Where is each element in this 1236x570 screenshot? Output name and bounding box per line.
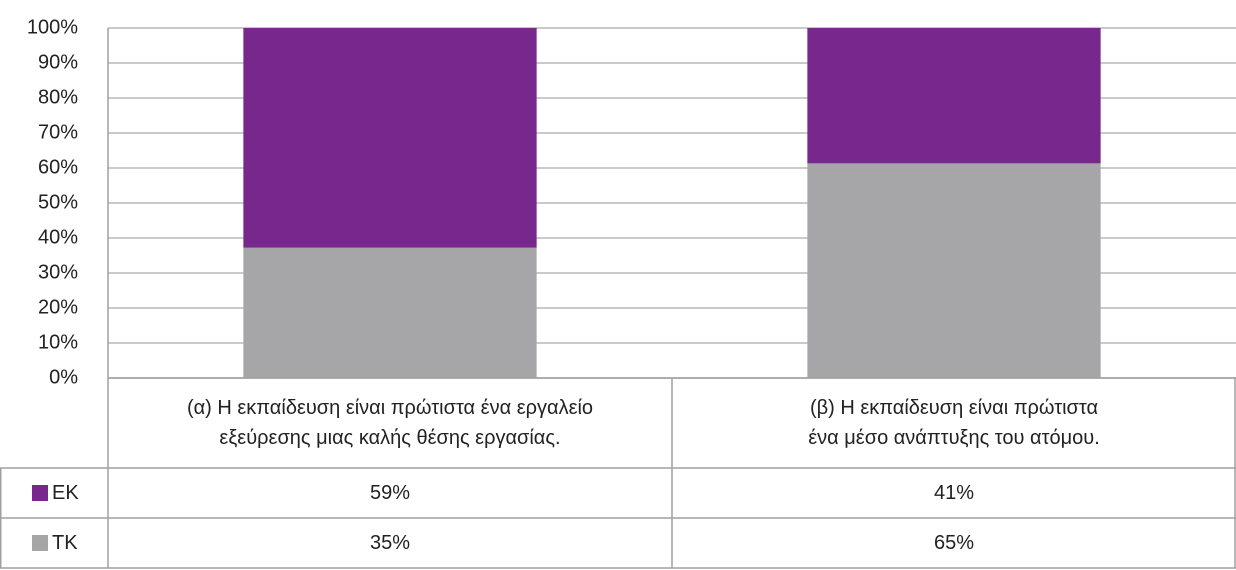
data-label: 59%	[369, 482, 411, 504]
bar-segment	[807, 163, 1101, 378]
legend-label: ΤΚ	[52, 532, 78, 554]
y-tick-label: 60%	[38, 156, 78, 178]
y-tick-label: 100%	[27, 16, 78, 38]
y-tick-label: 90%	[38, 51, 78, 73]
category-label: (β) Η εκπαίδευση είναι πρώτιστα ένα μέσο…	[808, 397, 1100, 449]
data-label: 41%	[933, 482, 975, 504]
bar-segment	[807, 28, 1101, 164]
data-label: 35%	[369, 532, 411, 554]
y-tick-label: 50%	[38, 191, 78, 213]
category-label: (α) Η εκπαίδευση είναι πρώτιστα ένα εργα…	[186, 397, 594, 449]
legend-entry: ΕΚ	[0, 468, 108, 518]
legend-entry: ΤΚ	[0, 518, 108, 568]
data-label: 65%	[933, 532, 975, 554]
bar-segment	[243, 28, 537, 248]
y-tick-label: 20%	[38, 296, 78, 318]
y-tick-label: 30%	[38, 261, 78, 283]
y-tick-label: 0%	[49, 366, 78, 388]
legend-label: ΕΚ	[52, 482, 79, 504]
legend-swatch	[32, 535, 48, 551]
y-tick-label: 40%	[38, 226, 78, 248]
y-tick-label: 10%	[38, 331, 78, 353]
y-tick-label: 70%	[38, 121, 78, 143]
bar-segment	[243, 247, 537, 378]
y-tick-label: 80%	[38, 86, 78, 108]
legend-swatch	[32, 485, 48, 501]
